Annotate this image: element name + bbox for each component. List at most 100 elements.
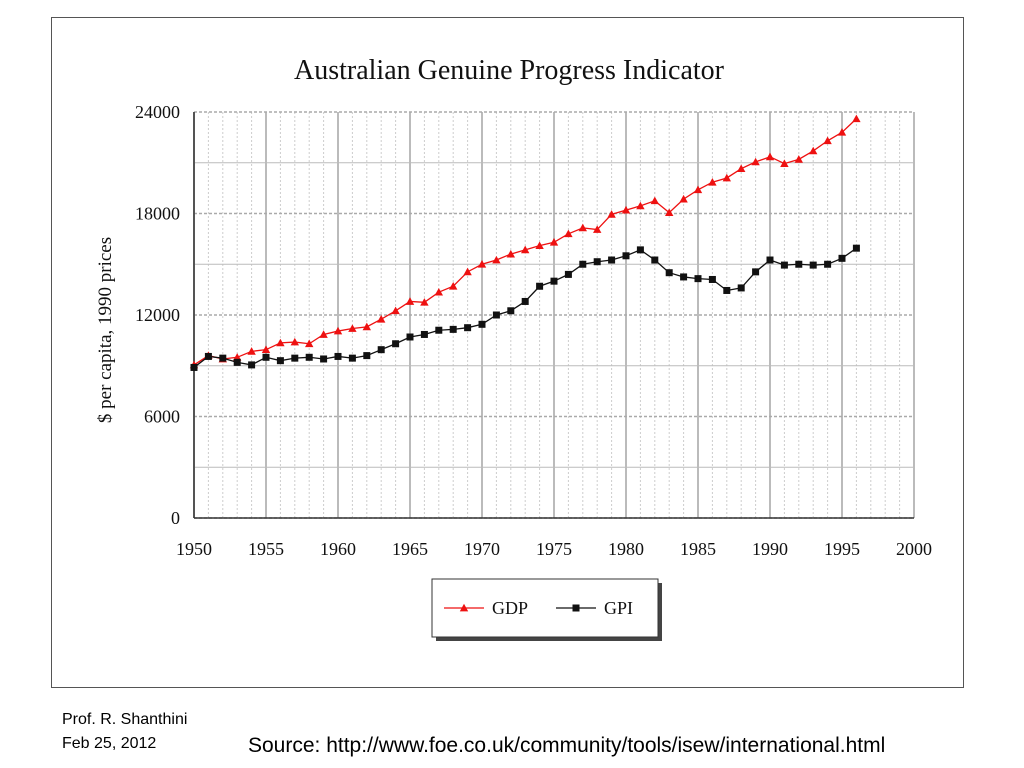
data-point-gpi	[190, 363, 198, 371]
data-point-gdp	[247, 347, 256, 355]
data-point-gdp	[693, 185, 703, 194]
data-point-gdp	[362, 322, 371, 331]
data-point-gpi	[795, 260, 803, 268]
data-point-gpi	[276, 357, 284, 365]
author-name: Prof. R. Shanthini	[62, 711, 188, 728]
series-layer	[189, 114, 861, 371]
data-point-gpi	[248, 361, 256, 369]
data-point-gpi	[521, 297, 529, 305]
data-point-gdp	[276, 338, 285, 347]
data-point-gdp	[665, 208, 674, 217]
data-point-gdp	[780, 159, 789, 167]
data-point-gdp	[837, 128, 847, 136]
chart-frame: Australian Genuine Progress Indicator $ …	[51, 17, 964, 688]
data-point-gdp	[261, 345, 271, 354]
data-point-gpi	[262, 353, 270, 361]
data-point-gpi	[608, 256, 616, 264]
data-point-gdp	[549, 238, 559, 246]
x-tick-label: 1970	[464, 539, 500, 559]
data-point-gpi	[723, 286, 731, 294]
data-point-gpi	[824, 260, 832, 268]
data-point-gdp	[449, 282, 458, 290]
data-point-gdp	[650, 196, 659, 205]
data-point-gpi	[536, 282, 544, 290]
data-point-gpi	[233, 358, 241, 366]
y-tick-label: 18000	[135, 204, 180, 224]
data-point-gpi	[593, 258, 601, 266]
data-point-gpi	[392, 340, 400, 348]
data-point-gdp	[420, 298, 429, 306]
data-point-gpi	[579, 260, 587, 268]
data-point-gpi	[852, 244, 860, 252]
data-point-gdp	[823, 136, 832, 145]
legend-label-gpi: GPI	[604, 598, 633, 618]
y-tick-label: 12000	[135, 305, 180, 325]
data-point-gdp	[722, 173, 731, 182]
data-point-gpi	[204, 352, 212, 360]
data-point-gpi	[449, 325, 457, 333]
legend-marker-gpi	[572, 604, 580, 612]
data-point-gpi	[320, 355, 328, 363]
data-point-gdp	[679, 194, 688, 203]
data-point-gpi	[809, 261, 817, 269]
x-tick-label: 1990	[752, 539, 788, 559]
data-point-gpi	[507, 307, 515, 315]
author-block: Prof. R. Shanthini Feb 25, 2012	[62, 708, 187, 756]
legend-label-gdp: GDP	[492, 598, 528, 618]
data-point-gpi	[838, 254, 846, 262]
data-point-gdp	[463, 267, 472, 276]
data-point-gpi	[636, 246, 644, 254]
data-point-gpi	[752, 268, 760, 276]
data-point-gpi	[622, 252, 630, 260]
data-point-gdp	[348, 324, 357, 332]
data-point-gpi	[291, 354, 299, 362]
data-point-gpi	[708, 275, 716, 283]
x-tick-label: 1965	[392, 539, 428, 559]
data-point-gpi	[766, 256, 774, 264]
data-point-gdp	[852, 114, 861, 123]
data-point-gdp	[477, 260, 487, 268]
y-tick-label: 24000	[135, 102, 180, 122]
data-point-gpi	[377, 346, 385, 354]
data-point-gdp	[751, 157, 760, 166]
grid-layer	[193, 111, 915, 519]
y-axis-label: $ per capita, 1990 prices	[95, 237, 116, 423]
chart-svg: Australian Genuine Progress Indicator $ …	[95, 55, 932, 641]
legend: GDP GPI	[431, 578, 662, 641]
source-citation: Source: http://www.foe.co.uk/community/t…	[248, 734, 886, 757]
data-point-gpi	[406, 333, 414, 341]
x-tick-label: 1955	[248, 539, 284, 559]
data-point-gpi	[694, 275, 702, 283]
data-point-gdp	[434, 287, 443, 296]
data-point-gpi	[363, 352, 371, 360]
legend-marker-gdp	[459, 603, 469, 612]
x-tick-label: 2000	[896, 539, 932, 559]
data-point-gdp	[578, 223, 587, 232]
data-point-gdp	[521, 245, 530, 254]
data-point-gpi	[780, 261, 788, 269]
author-date: Feb 25, 2012	[62, 735, 157, 752]
data-point-gpi	[550, 277, 558, 285]
data-point-gdp	[636, 201, 645, 210]
data-point-gpi	[464, 324, 472, 332]
series-gpi	[190, 244, 860, 371]
data-point-gdp	[535, 241, 544, 250]
data-point-gpi	[665, 269, 673, 277]
data-point-gdp	[290, 337, 299, 346]
data-point-gdp	[564, 229, 573, 238]
data-point-gdp	[319, 330, 328, 338]
data-point-gdp	[233, 353, 242, 361]
data-point-gdp	[506, 249, 515, 258]
data-point-gdp	[809, 146, 818, 155]
data-point-gpi	[651, 256, 659, 264]
data-point-gpi	[420, 330, 428, 338]
data-point-gdp	[607, 210, 616, 218]
data-point-gpi	[435, 326, 443, 334]
x-tick-label: 1950	[176, 539, 212, 559]
data-point-gpi	[492, 311, 500, 319]
y-tick-label: 6000	[144, 407, 180, 427]
x-tick-label: 1980	[608, 539, 644, 559]
data-point-gdp	[305, 339, 314, 348]
data-point-gpi	[564, 270, 572, 278]
data-point-gdp	[391, 306, 400, 315]
